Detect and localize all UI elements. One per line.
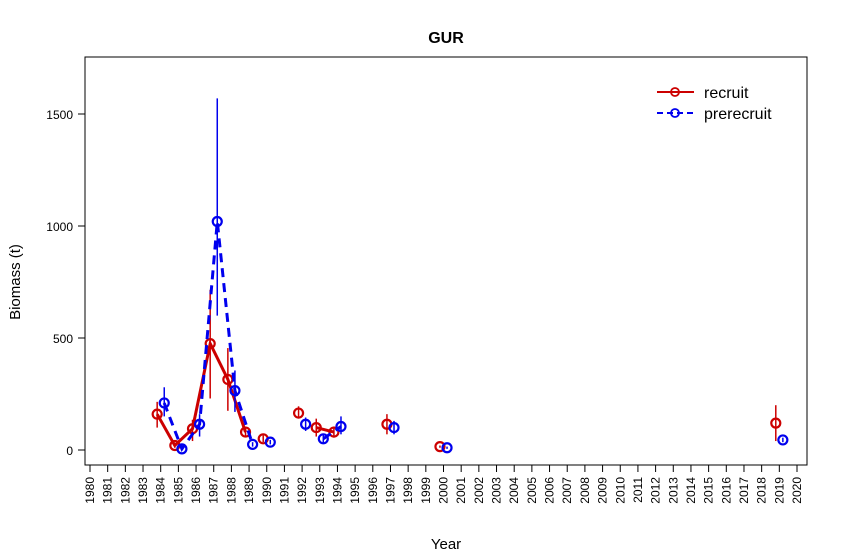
prerecruit-point <box>176 443 188 455</box>
x-tick-label: 2000 <box>437 477 451 504</box>
x-tick-label: 2019 <box>772 477 786 504</box>
prerecruit-point <box>158 397 170 409</box>
prerecruit-point <box>441 442 453 454</box>
x-tick-label: 1991 <box>277 477 291 504</box>
x-tick-label: 1994 <box>330 477 344 504</box>
prerecruit-line <box>162 221 255 453</box>
x-tick-label: 1990 <box>260 477 274 504</box>
x-tick-label: 1987 <box>207 477 221 504</box>
y-tick-label: 1500 <box>46 108 73 122</box>
series-layer <box>151 98 789 455</box>
prerecruit-point <box>247 438 259 450</box>
y-tick-label: 500 <box>53 332 73 346</box>
recruit-point <box>328 426 340 438</box>
x-tick-label: 1981 <box>101 477 115 504</box>
x-tick-label: 2004 <box>507 477 521 504</box>
x-tick-label: 2010 <box>613 477 627 504</box>
legend: recruit prerecruit <box>657 85 772 123</box>
y-axis: 0 500 1000 1500 <box>46 108 86 458</box>
x-tick-label: 2007 <box>560 477 574 504</box>
x-tick-label: 2002 <box>472 477 486 504</box>
x-tick-label: 1986 <box>189 477 203 504</box>
x-tick-label: 1996 <box>366 477 380 504</box>
x-tick-label: 2006 <box>543 477 557 504</box>
x-axis: 1980 1981 1982 1983 1984 1985 1986 1987 1988 1989… <box>83 464 804 504</box>
x-tick-label: 1999 <box>419 477 433 504</box>
recruit-point <box>770 417 782 429</box>
prerecruit-point <box>211 215 223 228</box>
prerecruit-point <box>229 385 241 397</box>
x-tick-label: 2001 <box>454 477 468 504</box>
x-tick-label: 1993 <box>313 477 327 504</box>
x-tick-label: 1988 <box>224 477 238 504</box>
x-axis-label: Year <box>431 536 461 552</box>
x-tick-label: 1998 <box>401 477 415 504</box>
x-tick-label: 2008 <box>578 477 592 504</box>
x-tick-label: 1982 <box>118 477 132 504</box>
prerecruit-point <box>317 433 329 445</box>
x-tick-label: 2012 <box>649 477 663 504</box>
recruit-point <box>204 338 216 350</box>
legend-marker-prerecruit <box>670 108 680 118</box>
x-tick-label: 1995 <box>348 477 362 504</box>
plot-frame <box>84 56 808 466</box>
x-tick-label: 2017 <box>737 477 751 504</box>
x-tick-label: 1997 <box>383 477 397 504</box>
series-prerecruit <box>158 98 789 455</box>
legend-label-recruit: recruit <box>704 85 749 102</box>
recruit-point <box>151 408 163 420</box>
chart-title: GUR <box>428 30 464 47</box>
x-tick-label: 2005 <box>525 477 539 504</box>
x-tick-label: 1989 <box>242 477 256 504</box>
x-tick-label: 2018 <box>755 477 769 504</box>
x-tick-label: 2011 <box>631 477 645 503</box>
x-tick-label: 2014 <box>684 477 698 504</box>
x-tick-label: 2016 <box>719 477 733 504</box>
y-tick-label: 1000 <box>46 220 73 234</box>
prerecruit-point <box>264 436 276 448</box>
recruit-point <box>310 422 322 434</box>
prerecruit-point <box>300 418 312 430</box>
x-tick-label: 2015 <box>702 477 716 504</box>
series-recruit <box>151 289 782 453</box>
x-tick-label: 1985 <box>171 477 185 504</box>
recruit-point <box>434 441 446 453</box>
x-tick-label: 1992 <box>295 477 309 504</box>
x-tick-label: 1980 <box>83 477 97 504</box>
x-tick-label: 2013 <box>666 477 680 504</box>
legend-label-prerecruit: prerecruit <box>704 106 772 123</box>
recruit-line <box>315 426 335 434</box>
y-axis-label: Biomass (t) <box>7 244 24 320</box>
prerecruit-point <box>193 418 206 430</box>
prerecruit-point <box>335 420 347 433</box>
prerecruit-point <box>388 422 400 434</box>
y-tick-label: 0 <box>66 444 73 458</box>
x-tick-label: 1983 <box>136 477 150 504</box>
x-tick-label: 2003 <box>490 477 504 504</box>
x-tick-label: 2020 <box>790 477 804 504</box>
legend-marker-recruit <box>670 87 680 97</box>
recruit-point <box>292 407 305 419</box>
prerecruit-point <box>777 434 789 446</box>
x-tick-label: 1984 <box>154 477 168 504</box>
x-tick-label: 2009 <box>596 477 610 504</box>
